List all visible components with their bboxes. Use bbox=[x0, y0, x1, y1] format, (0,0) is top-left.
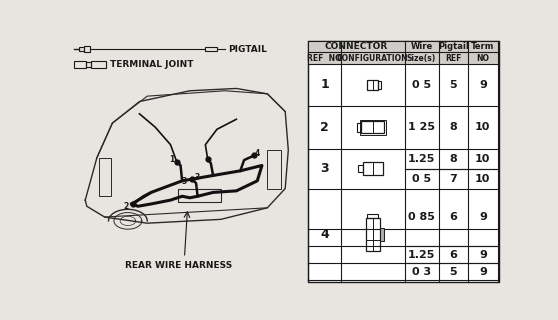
Text: 8: 8 bbox=[450, 154, 457, 164]
Text: 0 5: 0 5 bbox=[412, 173, 431, 184]
Text: TERMINAL JOINT: TERMINAL JOINT bbox=[110, 60, 194, 69]
Bar bbox=[309, 41, 499, 283]
Text: 4: 4 bbox=[320, 228, 329, 241]
Text: Pigtail: Pigtail bbox=[438, 42, 469, 51]
Text: 9: 9 bbox=[479, 80, 487, 90]
Text: CONFIGURATION: CONFIGURATION bbox=[337, 53, 408, 62]
Bar bbox=[90, 61, 106, 68]
Bar bbox=[361, 121, 384, 133]
Bar bbox=[359, 120, 386, 135]
Text: 1: 1 bbox=[170, 155, 175, 164]
Text: Size(s): Size(s) bbox=[407, 53, 436, 62]
Bar bbox=[267, 150, 281, 188]
Bar bbox=[367, 213, 378, 218]
Text: 2: 2 bbox=[320, 121, 329, 134]
Text: 0 5: 0 5 bbox=[412, 80, 431, 90]
Text: 1: 1 bbox=[320, 78, 329, 92]
Text: 3: 3 bbox=[182, 177, 187, 186]
Bar bbox=[367, 80, 378, 90]
Text: 3: 3 bbox=[195, 173, 200, 182]
Text: 9: 9 bbox=[479, 212, 487, 222]
Text: Wire: Wire bbox=[411, 42, 432, 51]
Text: 0 3: 0 3 bbox=[412, 267, 431, 277]
Bar bbox=[309, 41, 499, 64]
Text: PIGTAIL: PIGTAIL bbox=[228, 45, 267, 54]
Bar bbox=[366, 218, 380, 251]
Text: 0 85: 0 85 bbox=[408, 212, 435, 222]
Text: REF: REF bbox=[445, 53, 461, 62]
Text: 10: 10 bbox=[475, 173, 490, 184]
Text: 8: 8 bbox=[450, 122, 457, 132]
Text: 10: 10 bbox=[475, 122, 490, 132]
Text: 9: 9 bbox=[479, 250, 487, 260]
Bar bbox=[74, 61, 86, 68]
Text: 9: 9 bbox=[479, 267, 487, 277]
Text: 1.25: 1.25 bbox=[408, 250, 435, 260]
Text: Term: Term bbox=[471, 42, 494, 51]
Text: 7: 7 bbox=[450, 173, 457, 184]
Text: 6: 6 bbox=[449, 212, 458, 222]
Text: REF  NO: REF NO bbox=[307, 53, 342, 62]
Text: 6: 6 bbox=[449, 250, 458, 260]
Bar bbox=[205, 47, 217, 51]
Text: CONNECTOR: CONNECTOR bbox=[325, 42, 388, 51]
Text: 1 25: 1 25 bbox=[408, 122, 435, 132]
Text: 3: 3 bbox=[320, 162, 329, 175]
Text: 10: 10 bbox=[475, 154, 490, 164]
Text: 5: 5 bbox=[450, 267, 457, 277]
Text: 5: 5 bbox=[450, 80, 457, 90]
Bar bbox=[378, 81, 381, 89]
Bar bbox=[363, 162, 383, 175]
Bar bbox=[86, 62, 91, 67]
Text: 1.25: 1.25 bbox=[408, 154, 435, 164]
Bar bbox=[84, 46, 90, 52]
Bar bbox=[79, 47, 84, 52]
Bar bbox=[358, 165, 363, 172]
Bar bbox=[99, 158, 111, 196]
Bar bbox=[70, 75, 306, 285]
Text: REAR WIRE HARNESS: REAR WIRE HARNESS bbox=[124, 261, 232, 270]
Bar bbox=[178, 188, 221, 203]
Text: NO: NO bbox=[477, 53, 489, 62]
Text: 4: 4 bbox=[254, 149, 260, 158]
Bar bbox=[357, 123, 361, 132]
Bar bbox=[380, 228, 384, 241]
Text: 2: 2 bbox=[123, 202, 128, 211]
